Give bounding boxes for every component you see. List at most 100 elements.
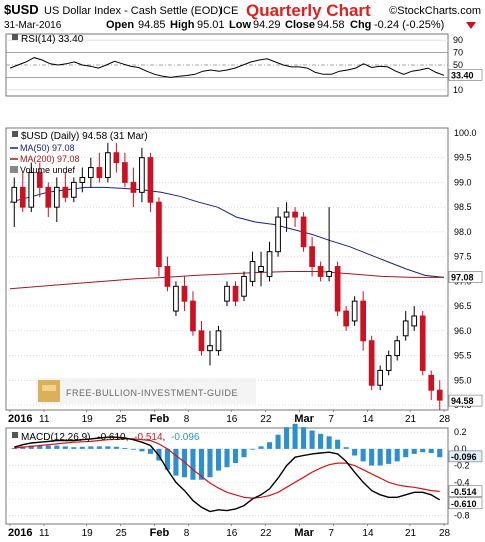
date-tick-label: 22 [260,528,272,539]
macd-legend-name: MACD(12,26,9) [21,432,90,443]
macd-histogram-bar [130,448,136,450]
date-tick-label: 7 [328,528,334,539]
macd-chart: 0.20.0-0.2-0.4-0.6-0.8-0.096-0.514-0.610 [6,423,483,521]
date-tick-label: 2016 [8,527,32,539]
macd-histogram-bar [224,448,230,468]
date-tick-label: 14 [362,528,374,539]
candle-body [45,186,52,208]
candle-body [113,152,120,164]
macd-histogram-bar [428,448,434,454]
legend-marker-icon [12,131,18,137]
candle-body [368,340,375,386]
candle-body [300,216,307,248]
macd-tick-label: -0.4 [454,477,470,487]
price-tick-label: 95.5 [454,351,472,361]
macd-histogram-bar [207,448,213,478]
macd-histogram-bar [45,445,51,449]
rsi-legend: RSI(14) 33.40 [12,34,84,45]
open-value: 94.85 [138,19,166,31]
candle-body [173,285,179,312]
candle-body [28,172,35,208]
macd-histogram-bar [343,447,349,449]
macd-histogram-bar [37,445,43,449]
date-tick-label: 14 [362,414,374,425]
macd-line [14,436,441,513]
date-tick-label: Mar [294,413,314,425]
price-tick-label: 97.5 [454,252,472,262]
instrument-name: US Dollar Index - Cash Settle (EOD) [44,5,222,17]
macd-legend: MACD(12,26,9) -0.610, -0.514, -0.096 [12,432,200,443]
price-tick-label: 96.5 [454,301,472,311]
macd-histogram-bar [54,445,60,449]
price-legend-text: $USD (Daily) 94.58 (31 Mar) [21,131,148,142]
candle-body [266,251,273,277]
macd-histogram-bar [386,448,392,464]
candle-body [19,186,26,208]
ma200-line [9,271,444,290]
macd-legend-hist: -0.096 [171,432,200,443]
macd-histogram-bar [318,433,324,449]
chart-header: $USD US Dollar Index - Cash Settle (EOD)… [4,1,481,31]
macd-legend-macd: -0.610 [97,432,126,443]
date-axis: 2016 11 19 25 Feb 8 16 22 Mar 7 14 21 28 2016 11 19 25 Fe… [8,410,451,539]
candle-body [436,389,443,401]
macd-tick-label: -0.8 [454,511,470,521]
candle-body [232,285,239,302]
candle-body [207,345,213,352]
high-value: 95.01 [197,19,225,31]
macd-histogram-bar [249,448,256,450]
macd-histogram-bar [122,448,128,449]
triangle-down-icon [466,22,476,29]
candle-body [317,266,324,277]
candle-body [419,315,426,371]
date-tick-label: Mar [294,527,314,539]
price-tick-label: 98.5 [454,202,472,212]
date-tick-label: 11 [39,528,50,539]
macd-histogram-bar [326,436,332,449]
price-legend: $USD (Daily) 94.58 (31 Mar) MA(50) 97.08… [10,131,148,175]
close-value: 94.58 [317,19,345,31]
macd-histogram-bar [377,448,383,466]
candle-body [402,320,409,337]
watermark-logo: FREE-BULLION-INVESTMENT-GUIDE [36,378,256,404]
candle-body [122,162,128,183]
date-tick-label: 28 [439,528,451,539]
macd-histogram-bar [437,448,443,458]
volume-icon [10,166,18,173]
candle-body [377,369,384,386]
low-value: 94.29 [253,19,281,31]
macd-histogram-bar [335,439,341,449]
volume-legend-text: Volume undef [20,165,76,175]
candle-body [198,330,205,352]
macd-histogram-bar [181,448,188,478]
candle-body [181,285,188,302]
macd-histogram-bar [292,423,298,449]
chg-label: Chg [350,19,371,31]
candle-body [334,266,341,312]
symbol-label: $USD [4,2,39,17]
rsi-tick-label: 50 [453,60,463,70]
macd-histogram-bar [266,442,273,449]
ma-value-badge-text: 97.08 [451,272,474,282]
price-tick-label: 96.0 [454,326,472,336]
candle-body [309,246,315,268]
candle-body [360,300,366,342]
macd-histogram-bar [147,448,153,454]
macd-histogram-bar [360,448,366,462]
candle-body [70,181,77,198]
macd-histogram-bar [113,446,119,449]
macd-histogram-bar [394,448,400,462]
candle-body [241,275,247,297]
date-tick-label: Feb [150,413,170,425]
macd-histogram-bar [284,427,290,449]
candle-body [53,186,60,208]
date-tick-label: 22 [260,414,272,425]
macd-histogram-bar [241,448,247,458]
macd-histogram-bar [62,446,68,449]
candle-body [164,266,171,287]
macd-histogram-bar [275,434,281,449]
macd-histogram-bar [11,448,17,449]
macd-histogram-bar [420,448,426,453]
date-tick-label: 21 [405,528,417,539]
macd-histogram-bar [411,448,417,454]
